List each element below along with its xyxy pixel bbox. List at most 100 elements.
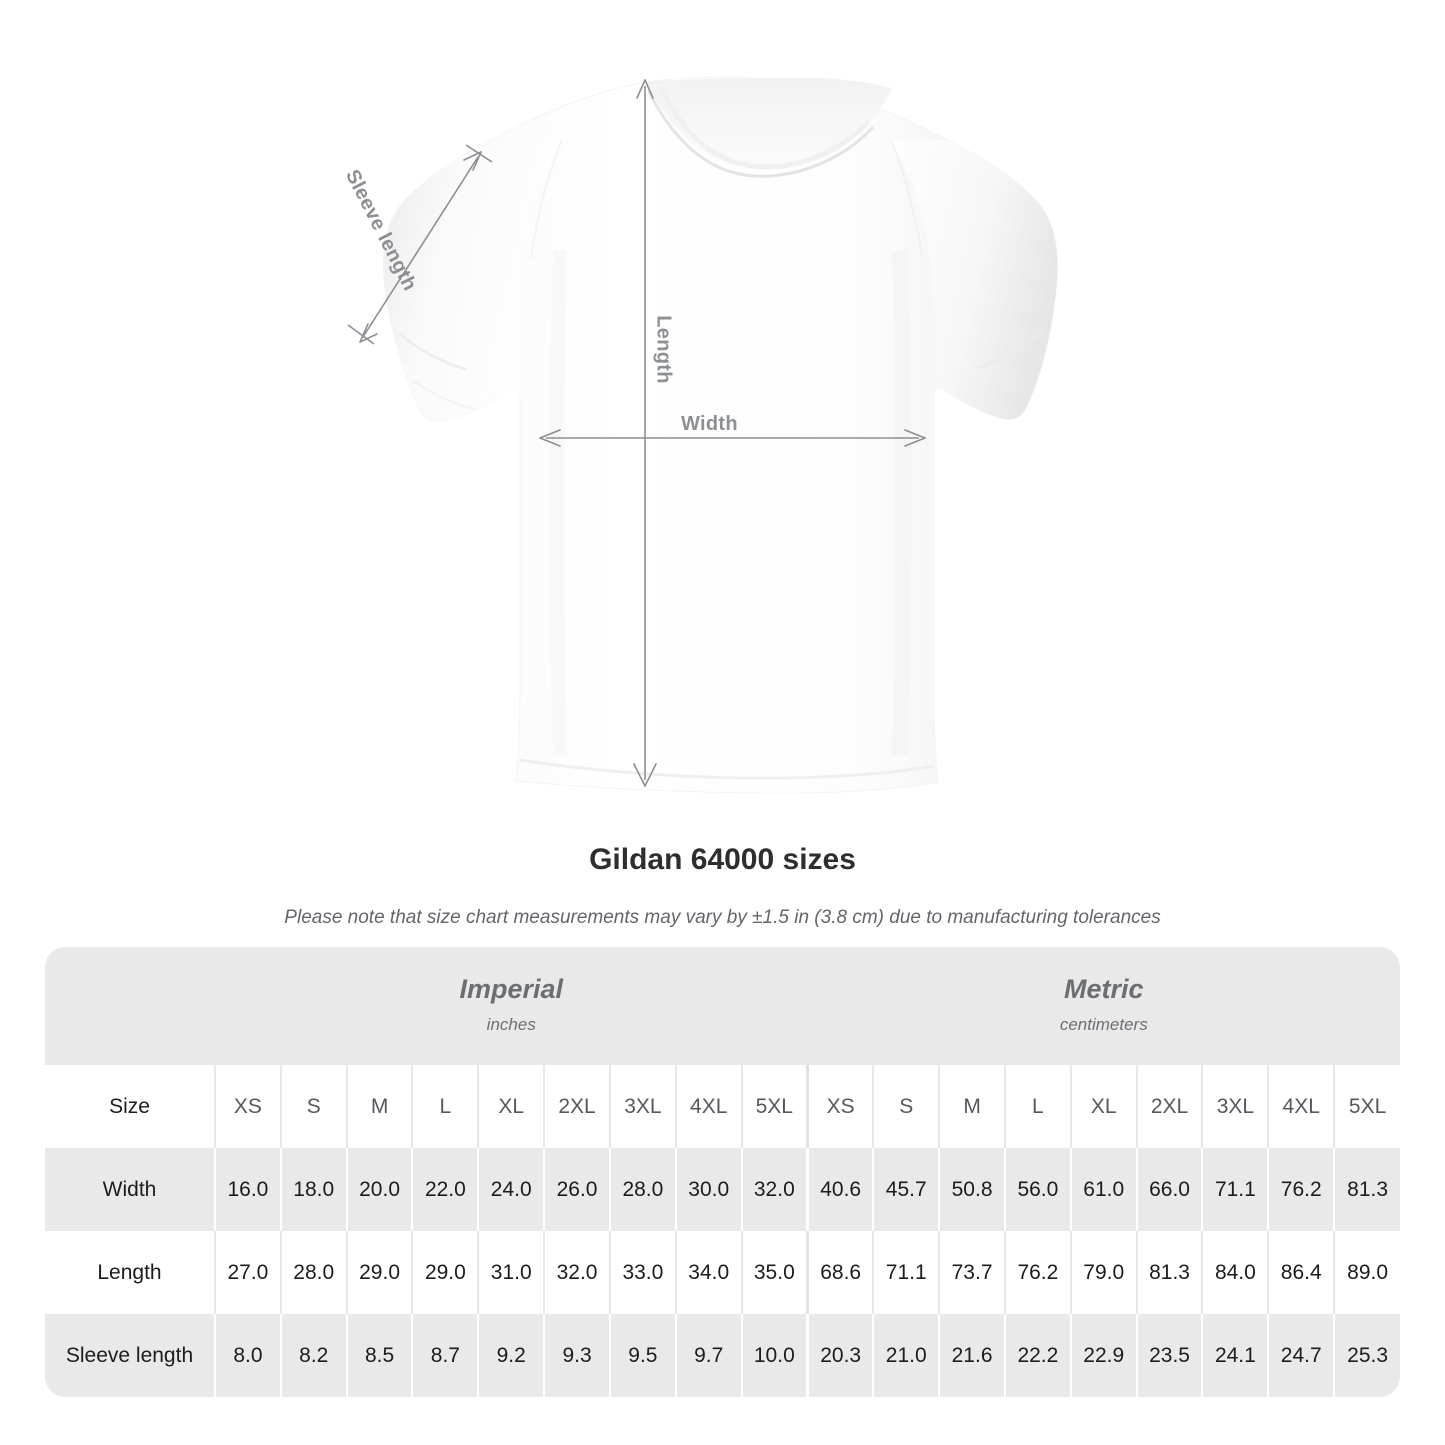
measurement-cell: 34.0 <box>674 1231 742 1314</box>
measurement-cell: 27.0 <box>214 1231 281 1314</box>
measurement-cell: 8.2 <box>279 1314 347 1397</box>
measurement-cell: 9.2 <box>477 1314 545 1397</box>
unit-group-imperial: Imperial inches <box>215 947 808 1065</box>
unit-group-subtitle: centimeters <box>1059 1015 1148 1034</box>
measurement-cell: 81.3 <box>1135 1231 1203 1314</box>
measurement-cell: 24.0 <box>477 1148 545 1231</box>
measurement-cell: 29.0 <box>345 1231 413 1314</box>
size-column-header: 4XL <box>674 1065 742 1148</box>
measurement-cell: 79.0 <box>1069 1231 1137 1314</box>
size-column-header: S <box>279 1065 347 1148</box>
measurement-cell: 9.3 <box>543 1314 610 1397</box>
tshirt-diagram: Sleeve length Length Width <box>341 76 1058 794</box>
measurement-cell: 30.0 <box>674 1148 742 1231</box>
measurement-cell: 25.3 <box>1333 1314 1401 1397</box>
width-dimension-label: Width <box>681 413 738 435</box>
size-column-header: 2XL <box>543 1065 610 1148</box>
measurement-cell: 21.6 <box>938 1314 1005 1397</box>
measurement-cell: 73.7 <box>938 1231 1005 1314</box>
unit-group-metric: Metric centimeters <box>807 947 1401 1065</box>
length-arrow <box>633 79 657 787</box>
tshirt-illustration <box>347 76 1058 794</box>
shirt-shape <box>382 76 1058 794</box>
size-column-header: S <box>872 1065 940 1148</box>
title-block: Gildan 64000 sizes Please note that size… <box>0 840 1445 931</box>
unit-header-row: Imperial inches Metric centimeters <box>45 947 1401 1065</box>
measurement-cell: 9.7 <box>674 1314 742 1397</box>
size-column-header: L <box>1003 1065 1071 1148</box>
measurement-cell: 35.0 <box>740 1231 808 1314</box>
measurement-row-label: Length <box>45 1231 215 1314</box>
measurement-cell: 32.0 <box>543 1231 610 1314</box>
measurement-cell: 22.0 <box>411 1148 479 1231</box>
measurement-cell: 24.1 <box>1201 1314 1269 1397</box>
table-row: Sleeve length 8.0 8.2 8.5 8.7 9.2 9.3 9.5 9.7 10.… <box>45 1314 1401 1397</box>
tolerance-note: Please note that size chart measurements… <box>284 907 1161 928</box>
measurement-cell: 50.8 <box>938 1148 1005 1231</box>
measurement-cell: 32.0 <box>740 1148 808 1231</box>
measurement-cell: 10.0 <box>740 1314 808 1397</box>
size-column-header: XS <box>214 1065 281 1148</box>
size-column-header: 3XL <box>608 1065 676 1148</box>
size-column-header: XL <box>1069 1065 1137 1148</box>
measurement-cell: 20.3 <box>806 1314 874 1397</box>
measurement-arrows <box>347 79 926 787</box>
size-column-header: 2XL <box>1135 1065 1203 1148</box>
measurement-cell: 76.2 <box>1267 1148 1335 1231</box>
measurement-cell: 8.7 <box>411 1314 479 1397</box>
measurement-cell: 21.0 <box>872 1314 940 1397</box>
measurement-cell: 71.1 <box>872 1231 940 1314</box>
size-column-header: M <box>938 1065 1005 1148</box>
measurement-cell: 71.1 <box>1201 1148 1269 1231</box>
measurement-cell: 89.0 <box>1333 1231 1401 1314</box>
measurement-cell: 20.0 <box>345 1148 413 1231</box>
measurement-cell: 61.0 <box>1069 1148 1137 1231</box>
size-column-header: 5XL <box>1333 1065 1401 1148</box>
unit-group-name: Metric <box>1064 974 1144 1004</box>
width-arrow <box>539 429 926 447</box>
size-column-header: XL <box>477 1065 545 1148</box>
measurement-cell: 33.0 <box>608 1231 676 1314</box>
measurement-cell: 45.7 <box>872 1148 940 1231</box>
measurement-cell: 84.0 <box>1201 1231 1269 1314</box>
table-row: Length 27.0 28.0 29.0 29.0 31.0 32.0 33.0 34.0 35… <box>45 1231 1401 1314</box>
measurement-row-label: Width <box>45 1148 215 1231</box>
measurement-cell: 26.0 <box>543 1148 610 1231</box>
measurement-cell: 22.2 <box>1003 1314 1071 1397</box>
measurement-cell: 28.0 <box>608 1148 676 1231</box>
measurement-cell: 18.0 <box>279 1148 347 1231</box>
unit-group-name: Imperial <box>459 974 564 1004</box>
size-column-header: XS <box>806 1065 874 1148</box>
size-column-header: 4XL <box>1267 1065 1335 1148</box>
sleeve-length-arrow <box>347 144 493 345</box>
size-chart-table: Imperial inches Metric centimeters Size XS S M L… <box>45 947 1401 1397</box>
measurement-cell: 76.2 <box>1003 1231 1071 1314</box>
measurement-cell: 16.0 <box>214 1148 281 1231</box>
measurement-cell: 24.7 <box>1267 1314 1335 1397</box>
measurement-row-label: Sleeve length <box>45 1314 215 1397</box>
measurement-cell: 40.6 <box>806 1148 874 1231</box>
measurement-cell: 8.0 <box>214 1314 281 1397</box>
measurement-cell: 28.0 <box>279 1231 347 1314</box>
length-dimension-label: Length <box>652 315 675 384</box>
size-header-row: Size XS S M L XL 2XL 3XL 4XL 5XL XS S M L XL 2XL 3XL 4XL 5… <box>45 1065 1401 1148</box>
unit-group-subtitle: inches <box>486 1015 536 1034</box>
measurement-cell: 81.3 <box>1333 1148 1401 1231</box>
size-column-header: M <box>345 1065 413 1148</box>
measurement-cell: 31.0 <box>477 1231 545 1314</box>
measurement-cell: 9.5 <box>608 1314 676 1397</box>
size-column-header: L <box>411 1065 479 1148</box>
page-title: Gildan 64000 sizes <box>589 843 856 876</box>
size-column-header: 3XL <box>1201 1065 1269 1148</box>
measurement-cell: 68.6 <box>806 1231 874 1314</box>
measurement-cell: 22.9 <box>1069 1314 1137 1397</box>
size-chart-container: Imperial inches Metric centimeters Size XS S M L… <box>45 947 1401 1397</box>
size-header-label: Size <box>45 1065 215 1148</box>
measurement-cell: 8.5 <box>345 1314 413 1397</box>
table-row: Width 16.0 18.0 20.0 22.0 24.0 26.0 28.0 30.0 32.… <box>45 1148 1401 1231</box>
measurement-cell: 86.4 <box>1267 1231 1335 1314</box>
measurement-cell: 56.0 <box>1003 1148 1071 1231</box>
measurement-cell: 66.0 <box>1135 1148 1203 1231</box>
size-column-header: 5XL <box>740 1065 808 1148</box>
unit-header-spacer <box>45 947 215 1065</box>
